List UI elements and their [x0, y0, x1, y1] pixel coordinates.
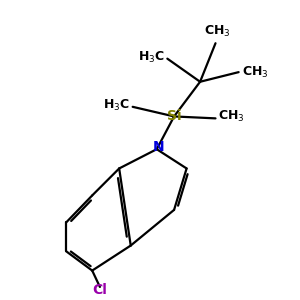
- Text: N: N: [153, 140, 165, 154]
- Text: Si: Si: [167, 110, 182, 123]
- Text: CH$_3$: CH$_3$: [204, 24, 230, 39]
- Text: CH$_3$: CH$_3$: [218, 110, 245, 124]
- Text: CH$_3$: CH$_3$: [242, 64, 268, 80]
- Text: Cl: Cl: [92, 283, 107, 297]
- Text: H$_3$C: H$_3$C: [138, 50, 164, 65]
- Text: H$_3$C: H$_3$C: [103, 98, 130, 113]
